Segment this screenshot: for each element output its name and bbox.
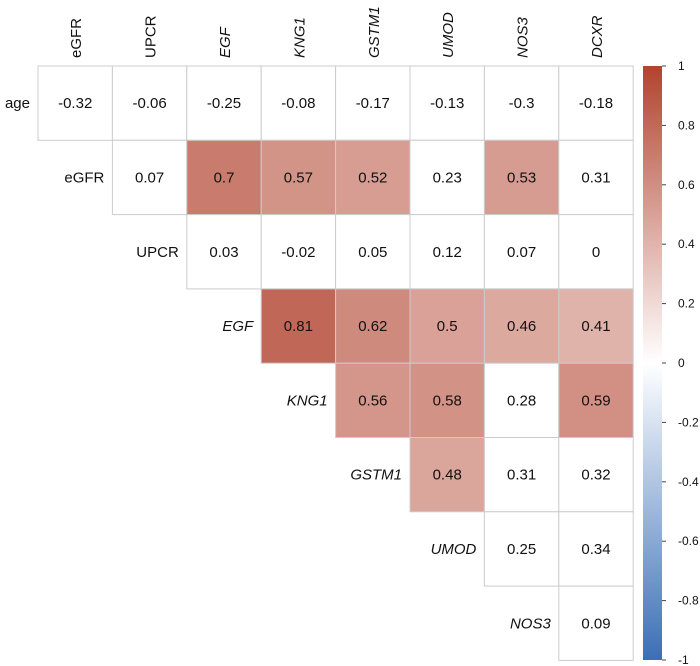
- heatmap-cell: [483, 214, 560, 290]
- cell-value: -0.06: [132, 95, 166, 112]
- heatmap-cell: [558, 362, 634, 439]
- cell-value: -0.32: [58, 95, 92, 112]
- row-label: NOS3: [510, 615, 552, 632]
- colorbar-tick-label: -0.2: [678, 415, 699, 429]
- cell-value: 0.62: [358, 318, 387, 335]
- column-label: GSTM1: [366, 6, 383, 58]
- cell-value: -0.25: [207, 95, 241, 112]
- cell-value: 0.81: [284, 318, 313, 335]
- heatmap-cell: [483, 288, 560, 364]
- heatmap-cell: [409, 139, 485, 216]
- column-label: KNG1: [291, 17, 308, 58]
- heatmap-cell: [558, 65, 634, 141]
- cell-value: -0.17: [356, 95, 390, 112]
- heatmap-cell: [409, 214, 485, 290]
- heatmap-cell: [186, 139, 262, 216]
- column-label: EGF: [217, 26, 234, 58]
- cell-value: 0.7: [214, 169, 235, 186]
- row-label: UMOD: [431, 541, 477, 558]
- row-label: age: [5, 95, 30, 112]
- heatmap-cell: [558, 139, 634, 216]
- cell-value: 0.41: [581, 318, 610, 335]
- cell-value: 0.12: [433, 244, 462, 261]
- heatmap-cell: [558, 585, 634, 661]
- colorbar-tick-label: 0.2: [678, 297, 695, 311]
- cell-value: 0.57: [284, 169, 313, 186]
- cell-value: 0.48: [433, 467, 462, 484]
- heatmap-cell: [335, 65, 411, 141]
- cell-value: 0.25: [507, 541, 536, 558]
- colorbar-tick-label: 0.6: [678, 178, 695, 192]
- heatmap-cell: [558, 437, 634, 513]
- heatmap-cell: [111, 139, 188, 216]
- heatmap-cell: [558, 511, 634, 587]
- heatmap-cell: [186, 214, 262, 290]
- heatmap-cell: [335, 362, 411, 439]
- colorbar-tick-label: 0.4: [678, 237, 695, 251]
- cell-value: 0.34: [581, 541, 610, 558]
- colorbar-tick-label: 1: [678, 59, 685, 73]
- cell-value: 0.32: [581, 467, 610, 484]
- heatmap-cell: [558, 288, 634, 364]
- cell-value: 0.31: [507, 467, 536, 484]
- colorbar: [643, 66, 662, 660]
- cell-value: 0.07: [507, 244, 536, 261]
- heatmap-cell: [186, 65, 262, 141]
- colorbar-tick-label: -0.6: [678, 534, 699, 548]
- cell-value: -0.08: [281, 95, 315, 112]
- colorbar-tick-label: -0.4: [678, 475, 699, 489]
- cell-value: 0.03: [209, 244, 238, 261]
- colorbar-tick-label: 0.8: [678, 118, 695, 132]
- cell-value: 0.59: [581, 392, 610, 409]
- row-label: eGFR: [64, 169, 104, 186]
- column-label: eGFR: [68, 18, 85, 58]
- heatmap-cell: [409, 362, 485, 439]
- cell-value: 0.07: [135, 169, 164, 186]
- cell-value: 0.23: [433, 169, 462, 186]
- column-label: NOS3: [515, 16, 532, 58]
- heatmap-cell: [260, 65, 337, 141]
- heatmap-cell: [483, 362, 560, 439]
- cell-value: 0.53: [507, 169, 536, 186]
- cell-value: -0.3: [509, 95, 535, 112]
- row-label: GSTM1: [350, 467, 402, 484]
- heatmap-cell: [111, 65, 188, 141]
- cell-value: 0: [592, 244, 600, 261]
- cell-value: 0.31: [581, 169, 610, 186]
- row-label: EGF: [222, 318, 254, 335]
- heatmap-cell: [37, 65, 113, 141]
- column-label: UPCR: [143, 15, 160, 58]
- heatmap-cell: [335, 214, 411, 290]
- cell-value: 0.58: [433, 392, 462, 409]
- row-label: KNG1: [287, 392, 328, 409]
- colorbar-tick-label: -1: [678, 653, 689, 666]
- cell-value: 0.46: [507, 318, 536, 335]
- cell-value: 0.09: [581, 615, 610, 632]
- colorbar-tick-label: -0.8: [678, 594, 699, 608]
- cell-value: 0.52: [358, 169, 387, 186]
- heatmap-cell: [483, 139, 560, 216]
- cell-value: 0.56: [358, 392, 387, 409]
- heatmap-cell: [335, 139, 411, 216]
- heatmap-cell: [260, 214, 337, 290]
- column-label: UMOD: [440, 12, 457, 58]
- cell-value: -0.02: [281, 244, 315, 261]
- cell-value: 0.5: [437, 318, 458, 335]
- heatmap-cell: [409, 437, 485, 513]
- row-label: UPCR: [136, 244, 179, 261]
- heatmap-cell: [260, 288, 337, 364]
- cell-value: 0.28: [507, 392, 536, 409]
- cell-value: -0.13: [430, 95, 464, 112]
- colorbar-tick-label: 0: [678, 356, 685, 370]
- heatmap-cell: [335, 288, 411, 364]
- heatmap-cell: [483, 511, 560, 587]
- column-label: DCXR: [589, 15, 606, 58]
- cell-value: -0.18: [579, 95, 613, 112]
- heatmap-cell: [558, 214, 634, 290]
- cell-value: 0.05: [358, 244, 387, 261]
- heatmap-cell: [409, 65, 485, 141]
